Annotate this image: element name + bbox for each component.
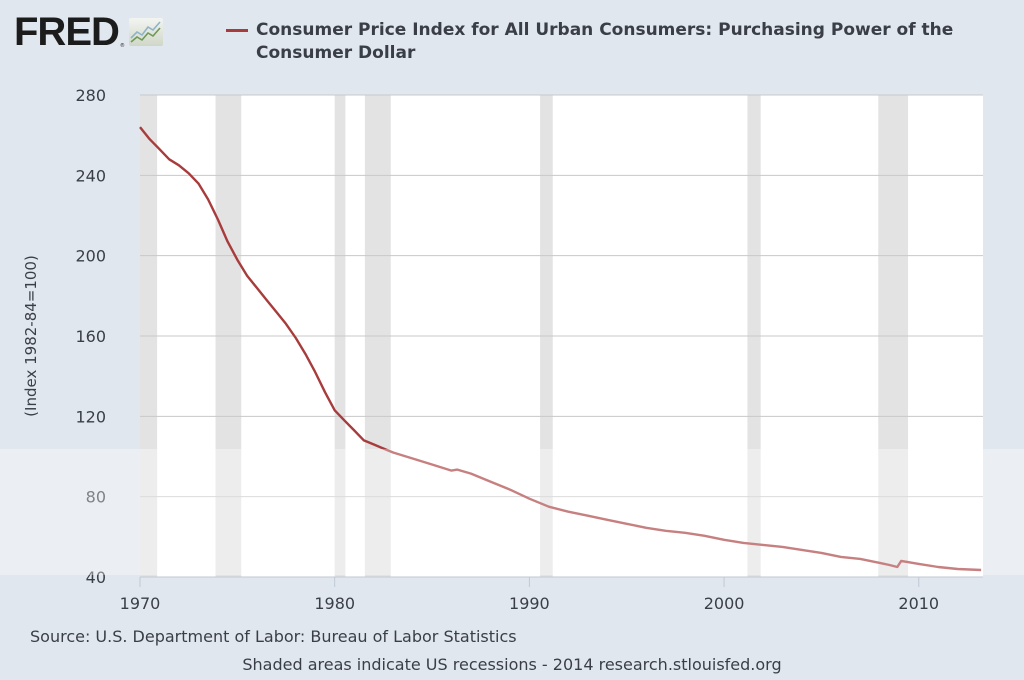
logo-text: FRED bbox=[14, 10, 120, 54]
registered-mark: ® bbox=[119, 43, 125, 49]
y-tick-label: 280 bbox=[75, 86, 106, 105]
x-tick-label: 2000 bbox=[704, 594, 745, 613]
y-axis: 40 80 120 160 200 240 280 bbox=[75, 86, 106, 587]
x-tick-label: 2010 bbox=[898, 594, 939, 613]
recession-note[interactable]: Shaded areas indicate US recessions - 20… bbox=[242, 655, 782, 674]
x-tick-label: 1970 bbox=[120, 594, 161, 613]
y-tick-label: 80 bbox=[86, 488, 106, 507]
y-tick-label: 240 bbox=[75, 166, 106, 185]
y-axis-label: (Index 1982-84=100) bbox=[22, 255, 40, 417]
line-chart-icon bbox=[128, 18, 163, 46]
y-tick-label: 200 bbox=[75, 247, 106, 266]
x-tick-label: 1980 bbox=[314, 594, 355, 613]
legend-series-label: Consumer Price Index for All Urban Consu… bbox=[256, 20, 954, 63]
source-note: Source: U.S. Department of Labor: Bureau… bbox=[30, 627, 517, 646]
grid-lines bbox=[140, 94, 983, 498]
chart-legend: Consumer Price Index for All Urban Consu… bbox=[226, 19, 976, 65]
y-tick-label: 40 bbox=[86, 568, 106, 587]
series-line bbox=[139, 126, 982, 572]
x-axis: 1970 1980 1990 2000 2010 bbox=[120, 576, 983, 613]
fred-logo[interactable]: FRED ® bbox=[14, 12, 163, 52]
x-tick-label: 1990 bbox=[509, 594, 550, 613]
y-tick-label: 120 bbox=[75, 407, 106, 426]
legend-swatch bbox=[226, 29, 248, 32]
y-tick-label: 160 bbox=[75, 327, 106, 346]
